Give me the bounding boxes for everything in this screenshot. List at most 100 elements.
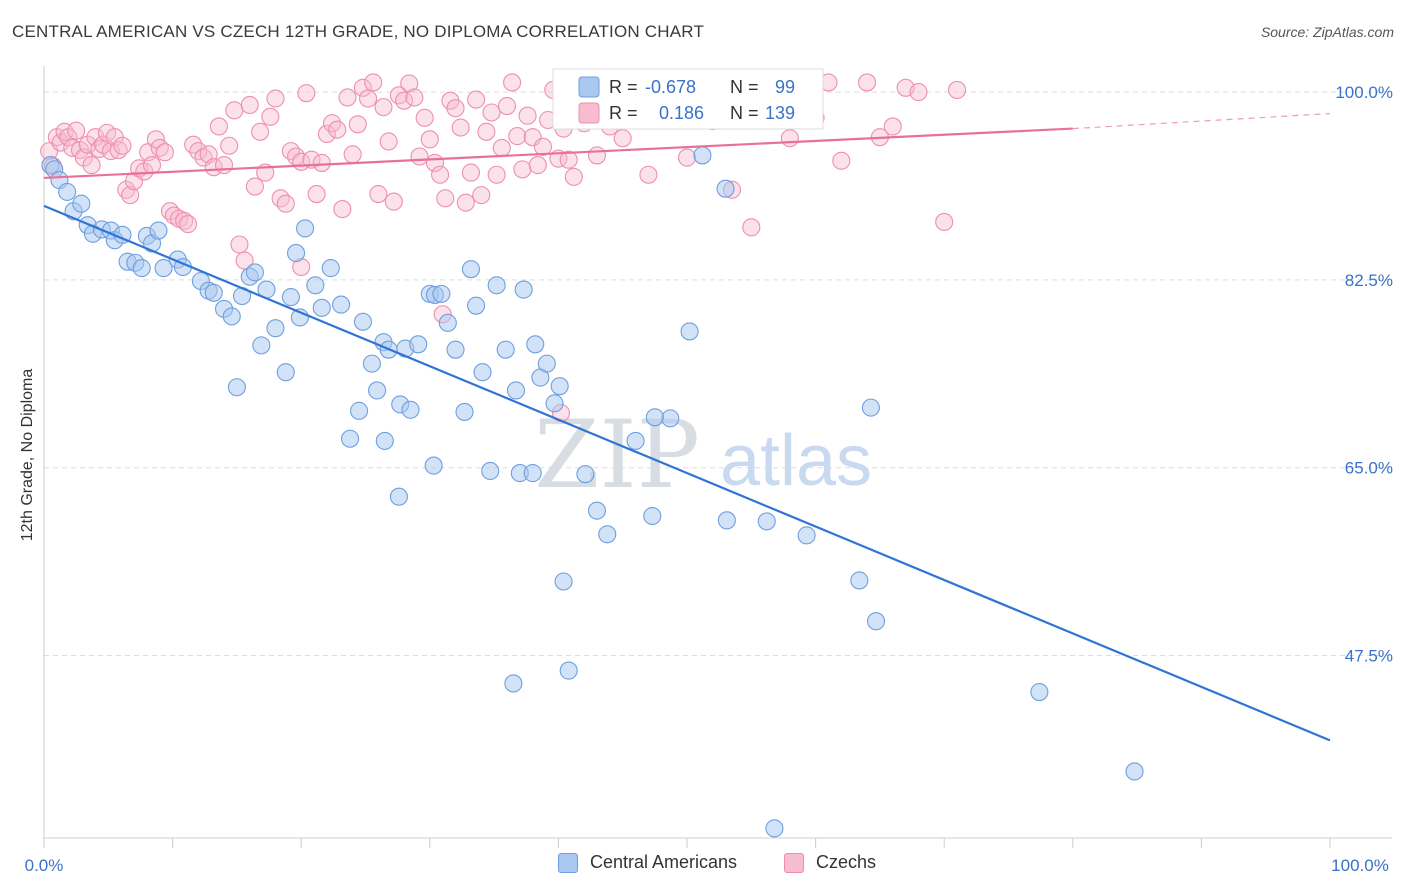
data-point-central-americans	[341, 429, 360, 448]
data-point-central-americans	[514, 280, 533, 299]
legend-r-label: R =	[609, 103, 638, 123]
data-point-central-americans	[716, 179, 735, 198]
data-point-central-americans	[645, 408, 664, 427]
data-point-czechs	[533, 137, 553, 156]
data-point-czechs	[67, 121, 86, 140]
legend-r-value: 0.186	[659, 103, 704, 123]
data-point-central-americans	[661, 409, 680, 428]
legend-top: R = -0.678 N = 99 R = 0.186 N = 139	[552, 68, 824, 130]
data-point-czechs	[245, 177, 264, 196]
data-point-czechs	[220, 136, 239, 155]
data-point-czechs	[384, 192, 403, 211]
data-point-czechs	[508, 127, 527, 146]
data-point-central-americans	[587, 501, 607, 520]
y-tick-label: 82.5%	[1345, 271, 1393, 290]
data-point-czechs	[348, 115, 367, 134]
legend-n-label: N =	[730, 103, 759, 123]
data-point-czechs	[82, 156, 101, 175]
data-point-central-americans	[481, 461, 500, 481]
data-point-czechs	[935, 212, 954, 232]
data-point-central-americans	[765, 819, 784, 838]
gridlines	[44, 91, 1392, 657]
data-point-czechs	[307, 185, 326, 204]
data-point-central-americans	[353, 312, 372, 331]
data-point-czechs	[121, 186, 140, 205]
data-point-czechs	[389, 86, 408, 105]
data-point-central-americans	[717, 511, 736, 530]
data-point-czechs	[101, 142, 120, 161]
data-point-central-americans	[389, 487, 408, 506]
legend-label: Central Americans	[590, 852, 738, 872]
data-point-central-americans	[424, 456, 443, 475]
data-point-central-americans	[312, 298, 331, 317]
data-point-central-americans	[598, 525, 617, 544]
legend-label: Czechs	[816, 852, 877, 872]
data-point-czechs	[353, 78, 372, 97]
data-point-central-americans	[797, 526, 816, 545]
data-point-czechs	[857, 73, 877, 92]
legend-swatch-blue	[578, 76, 600, 98]
data-point-czechs	[297, 84, 316, 103]
data-point-czechs	[78, 135, 97, 154]
data-point-czechs	[395, 91, 414, 110]
y-tick-label: 47.5%	[1345, 647, 1393, 666]
legend-swatch-pink	[578, 102, 600, 124]
data-point-central-americans	[523, 464, 542, 483]
data-point-czechs	[518, 106, 537, 125]
data-point-czechs	[338, 88, 357, 107]
data-point-czechs	[235, 251, 254, 270]
data-point-czechs	[369, 185, 388, 204]
data-point-czechs	[415, 108, 434, 127]
legend-n-value: 139	[765, 103, 795, 123]
data-point-central-americans	[154, 259, 173, 278]
data-point-czechs	[431, 165, 450, 184]
data-point-czechs	[559, 150, 578, 169]
data-point-czechs	[742, 218, 761, 237]
data-point-central-americans	[455, 402, 474, 421]
legend-item-central-americans: Central Americans	[558, 852, 737, 873]
data-point-central-americans	[866, 612, 886, 631]
data-point-czechs	[436, 189, 455, 208]
data-point-central-americans	[1125, 762, 1144, 781]
data-point-czechs	[909, 83, 928, 102]
data-point-czechs	[503, 73, 522, 92]
data-point-central-americans	[643, 506, 662, 526]
data-point-central-americans	[467, 296, 486, 315]
data-point-czechs	[467, 90, 486, 109]
trend-lines	[43, 112, 1331, 742]
y-tick-label: 65.0%	[1345, 459, 1393, 478]
data-point-czechs	[230, 235, 249, 254]
y-tick-labels: 47.5% 65.0% 82.5% 100.0%	[1335, 83, 1393, 665]
data-point-czechs	[639, 165, 658, 184]
data-point-czechs	[528, 156, 547, 175]
data-point-czechs	[379, 132, 398, 151]
data-point-central-americans	[1030, 682, 1049, 702]
data-point-czechs	[155, 143, 174, 162]
data-point-czechs	[225, 101, 244, 120]
data-point-central-americans	[252, 336, 271, 355]
data-point-czechs	[250, 122, 270, 141]
data-point-czechs	[482, 103, 501, 122]
data-point-czechs	[451, 118, 470, 137]
data-point-czechs	[178, 215, 198, 234]
data-point-central-americans	[461, 260, 481, 279]
data-point-central-americans	[222, 307, 241, 326]
data-point-czechs	[492, 138, 511, 157]
data-point-central-americans	[306, 276, 325, 295]
data-point-central-americans	[850, 571, 869, 590]
data-point-central-americans	[132, 259, 151, 278]
data-point-central-americans	[227, 378, 246, 397]
x-tick-labels: 0.0% 100.0%	[25, 856, 1389, 875]
data-point-czechs	[587, 146, 607, 165]
data-point-central-americans	[432, 284, 451, 303]
data-point-czechs	[405, 88, 424, 107]
czechs-points	[40, 73, 967, 423]
data-point-czechs	[613, 129, 632, 148]
data-point-czechs	[400, 74, 419, 93]
legend-swatch-blue	[558, 852, 578, 873]
data-point-czechs	[364, 73, 383, 92]
data-point-czechs	[420, 130, 439, 149]
data-point-central-americans	[446, 340, 465, 359]
data-point-central-americans	[537, 354, 556, 373]
